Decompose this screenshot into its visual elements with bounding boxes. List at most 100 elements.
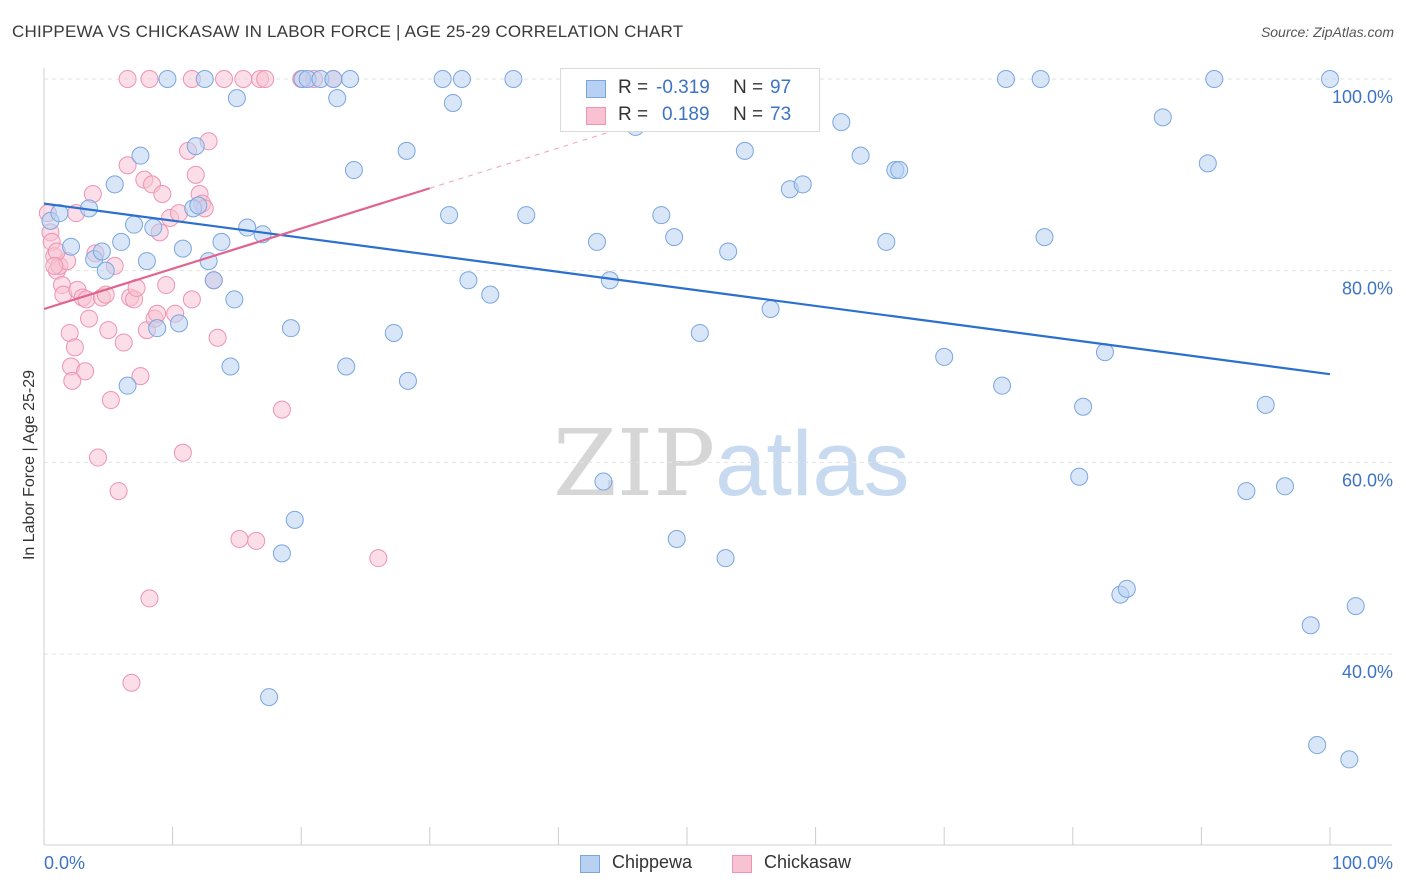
chickasaw-point [140,589,159,608]
axes [43,68,1392,846]
chippewa-point [398,371,417,390]
chippewa-point [935,347,954,366]
chickasaw-point [230,530,249,548]
y-tick-label: 60.0% [1342,470,1393,490]
chippewa-point [761,300,780,318]
chickasaw-point [182,290,201,309]
watermark-zip: ZIP [553,410,716,517]
chippewa-point [397,141,416,160]
source-credit: Source: ZipAtlas.com [1260,24,1394,40]
legend-r-label: R = [618,77,649,98]
chippewa-point [324,70,343,88]
chippewa-point [92,242,111,261]
chippewa-point [890,161,909,180]
chippewa-point [587,232,606,251]
y-tick-label: 100.0% [1332,87,1393,107]
chippewa-point [148,319,167,338]
chippewa-point [238,218,257,237]
chippewa-trend-line [43,202,1331,376]
chickasaw-point [80,309,99,328]
legend-label-chickasaw: Chickasaw [764,852,852,872]
legend-r-value: 0.189 [662,104,710,125]
legend-row-chippewa: R = -0.319 N = 97 [561,74,819,102]
chickasaw-point [99,321,118,340]
chippewa-point [433,70,452,88]
x-tick-label: 100.0% [1332,853,1393,873]
chippewa-point [144,218,163,237]
chickasaw-point [109,482,128,501]
chippewa-point [832,113,851,132]
chippewa-point [1308,736,1327,755]
chickasaw-point [208,328,227,347]
chippewa-point [481,285,500,304]
chippewa-point [1198,154,1217,173]
chippewa-point [170,314,189,333]
chippewa-point [125,215,144,234]
chippewa-point [105,175,124,194]
chickasaw-point [118,156,137,175]
chippewa-point [384,323,403,342]
tick-labels: 40.0% 60.0% 80.0% 100.0% 0.0% 100.0% [44,87,1393,873]
chippewa-point [62,237,81,256]
chippewa-point [504,70,523,88]
chickasaw-swatch [732,855,752,873]
x-tick-label: 0.0% [44,853,85,873]
trend-lines [43,115,1331,376]
chickasaw-trend-line [43,187,431,311]
chippewa-point [443,93,462,112]
chippewa-point [212,232,231,251]
chippewa-point [690,323,709,342]
chickasaw-point [101,391,120,410]
chippewa-point [227,89,246,108]
chippewa-point [1237,482,1256,501]
legend-r-label: R = [618,104,649,125]
chippewa-point [1035,228,1054,247]
chippewa-point [272,544,291,563]
grid-lines [44,78,1392,655]
chippewa-swatch [580,855,600,873]
chippewa-point [281,319,300,338]
y-tick-label: 40.0% [1342,662,1393,682]
chickasaw-point [256,70,275,88]
chippewa-point [221,357,240,376]
chippewa-point [594,472,613,491]
correlation-legend: R = -0.319 N = 97 R = 0.189 N = 73 [560,68,820,132]
chickasaw-point [153,185,172,203]
chippewa-point [793,175,812,194]
chippewa-point [186,137,205,156]
chippewa-point [1340,750,1359,769]
chippewa-point [665,228,684,247]
chickasaw-point [122,673,141,692]
chippewa-point [716,549,735,568]
chippewa-point [1256,395,1275,414]
chickasaw-point [89,448,108,467]
chickasaw-point [247,531,266,550]
legend-r-value: -0.319 [656,77,710,98]
chickasaw-point [131,367,150,386]
chippewa-point [1321,70,1339,88]
chickasaw-point [157,276,176,295]
chippewa-point [652,206,671,225]
legend-n-value: 73 [770,104,792,125]
watermark-atlas: atlas [715,413,910,515]
chippewa-point [173,239,192,258]
chippewa-point [1301,616,1320,635]
chippewa-point [137,252,156,271]
chickasaw-point [272,400,291,419]
chippewa-point [1070,467,1089,486]
chickasaw-point [173,443,192,462]
chippewa-point [877,232,896,251]
legend-n-label: N = [733,104,764,125]
chippewa-point [667,530,686,548]
chickasaw-point [45,256,64,275]
chippewa-swatch [586,80,606,98]
chickasaw-point [114,333,133,352]
chippewa-point [1117,579,1136,598]
chippewa-point [158,70,177,88]
chippewa-point [440,206,459,225]
chippewa-point [204,271,223,290]
legend-n-value: 97 [770,77,792,98]
chippewa-point [1031,70,1050,88]
chickasaw-point [118,70,137,88]
